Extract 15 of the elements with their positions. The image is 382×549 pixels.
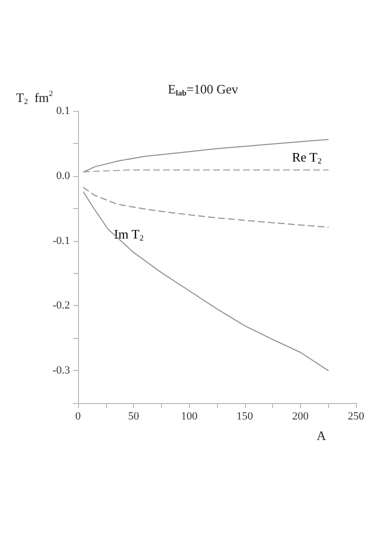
x-tick-label: 0 xyxy=(75,410,82,422)
line-series xyxy=(83,187,329,228)
y-tick-label: 0.0 xyxy=(56,170,70,182)
x-tick-label: 200 xyxy=(292,410,310,422)
y-tick-label: -0.2 xyxy=(52,300,70,312)
y-tick-label: 0.1 xyxy=(56,105,70,117)
x-tick-label: 50 xyxy=(128,410,140,422)
x-tick-label: 150 xyxy=(236,410,254,422)
line-series xyxy=(83,139,329,172)
x-tick-label: 100 xyxy=(180,410,198,422)
line-series xyxy=(83,192,329,372)
x-axis-title: A xyxy=(316,428,327,443)
x-tick-label: 250 xyxy=(348,410,365,422)
y-tick-label: -0.1 xyxy=(52,234,70,247)
y-tick-label: -0.3 xyxy=(52,364,70,377)
